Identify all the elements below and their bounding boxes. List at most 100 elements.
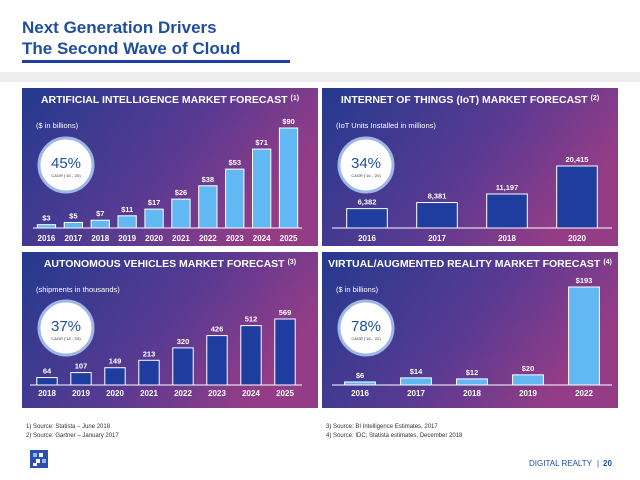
value-label: $5 [69,211,77,220]
bar [104,367,126,386]
category-label: 2019 [118,234,136,243]
value-label: $38 [202,175,215,184]
cagr-label: CAGR ('18 - '25) [51,336,81,341]
footer-page: 20 [603,459,612,468]
value-label: 569 [279,308,292,317]
bar [556,165,598,229]
value-label: 107 [75,362,88,371]
cagr-value: 34% [351,155,381,172]
category-label: 2016 [351,389,369,398]
category-label: 2020 [568,234,586,243]
value-label: 426 [211,325,224,334]
category-label: 2024 [253,234,271,243]
panel-title-text: AUTONOMOUS VEHICLES MARKET FORECAST [44,258,285,270]
panel-title-text: ARTIFICIAL INTELLIGENCE MARKET FORECAST [41,94,288,106]
bar [70,372,92,386]
bar [486,193,528,229]
bar [346,208,388,229]
bar [278,127,299,229]
panel-title: INTERNET OF THINGS (IoT) MARKET FORECAST… [341,94,599,106]
value-label: 8,381 [428,192,447,201]
bar [206,335,228,386]
title-rule [22,60,290,63]
panel-subtitle: ($ in billions) [336,285,379,294]
category-label: 2023 [226,234,244,243]
category-label: 2025 [276,389,294,398]
value-label: 6,382 [358,198,377,207]
category-label: 2021 [140,389,158,398]
value-label: $71 [255,138,268,147]
bar [171,198,191,229]
panel-title: ARTIFICIAL INTELLIGENCE MARKET FORECAST(… [41,94,299,106]
category-label: 2018 [498,234,516,243]
slide-title: Next Generation Drivers [22,18,217,37]
category-label: 2025 [280,234,298,243]
panel-title-note: (1) [291,95,300,102]
bar [225,168,245,229]
cagr-circle [337,136,395,194]
bar [456,378,488,386]
bar [400,377,432,386]
cagr-circle [37,136,95,194]
category-label: 2022 [199,234,217,243]
panel-subtitle: (IoT Units Installed in millions) [336,121,436,130]
value-label: 20,415 [566,155,589,164]
footnote: 2) Source: Gartner – January 2017 [26,433,119,439]
category-label: 2018 [38,389,56,398]
value-label: 320 [177,337,190,346]
category-label: 2020 [106,389,124,398]
cagr-value: 45% [51,155,81,172]
category-label: 2018 [463,389,481,398]
panel-title-note: (4) [603,259,612,266]
panel-title-text: VIRTUAL/AUGMENTED REALITY MARKET FORECAS… [328,258,601,270]
cagr-value: 78% [351,318,381,335]
category-label: 2016 [358,234,376,243]
value-label: $14 [410,367,423,376]
bar [172,347,194,386]
panel-title: VIRTUAL/AUGMENTED REALITY MARKET FORECAS… [328,258,612,270]
value-label: $7 [96,209,104,218]
cagr-label: CAGR ('16 - '22) [351,336,381,341]
cagr-label: CAGR ('16 - '20) [351,173,381,178]
value-label: $11 [121,205,133,214]
category-label: 2019 [519,389,537,398]
value-label: 149 [109,357,122,366]
bar [144,208,164,229]
panel-title-text: INTERNET OF THINGS (IoT) MARKET FORECAST [341,94,588,106]
cagr-label: CAGR ('16 - '25) [51,173,81,178]
footer-company: DIGITAL REALTY [529,459,593,468]
slide-title: The Second Wave of Cloud [22,39,241,58]
category-label: 2023 [208,389,226,398]
value-label: 64 [43,367,52,376]
category-label: 2019 [72,389,90,398]
category-label: 2021 [172,234,190,243]
footnote: 4) Source: IDC; Statista estimates, Dece… [326,433,463,439]
category-label: 2017 [407,389,425,398]
panel-subtitle: ($ in billions) [36,121,79,130]
bar [568,286,600,386]
value-label: 512 [245,315,258,324]
value-label: $26 [175,188,188,197]
bar [198,185,218,229]
value-label: $193 [576,276,593,285]
category-label: 2017 [428,234,446,243]
bar [138,359,160,386]
value-label: $17 [148,198,161,207]
category-label: 2022 [174,389,192,398]
panel-subtitle: (shipments in thousands) [36,285,120,294]
category-label: 2017 [64,234,82,243]
category-label: 2024 [242,389,260,398]
footnote: 3) Source: BI Intelligence Estimates, 20… [326,424,438,430]
category-label: 2020 [145,234,163,243]
category-label: 2016 [38,234,56,243]
value-label: $3 [42,214,50,223]
cagr-circle [37,299,95,357]
bar [416,202,458,229]
bar [512,374,544,386]
footer-separator: | [597,459,599,468]
category-label: 2018 [91,234,109,243]
bar [36,377,58,386]
category-label: 2022 [575,389,593,398]
bar [252,148,272,229]
